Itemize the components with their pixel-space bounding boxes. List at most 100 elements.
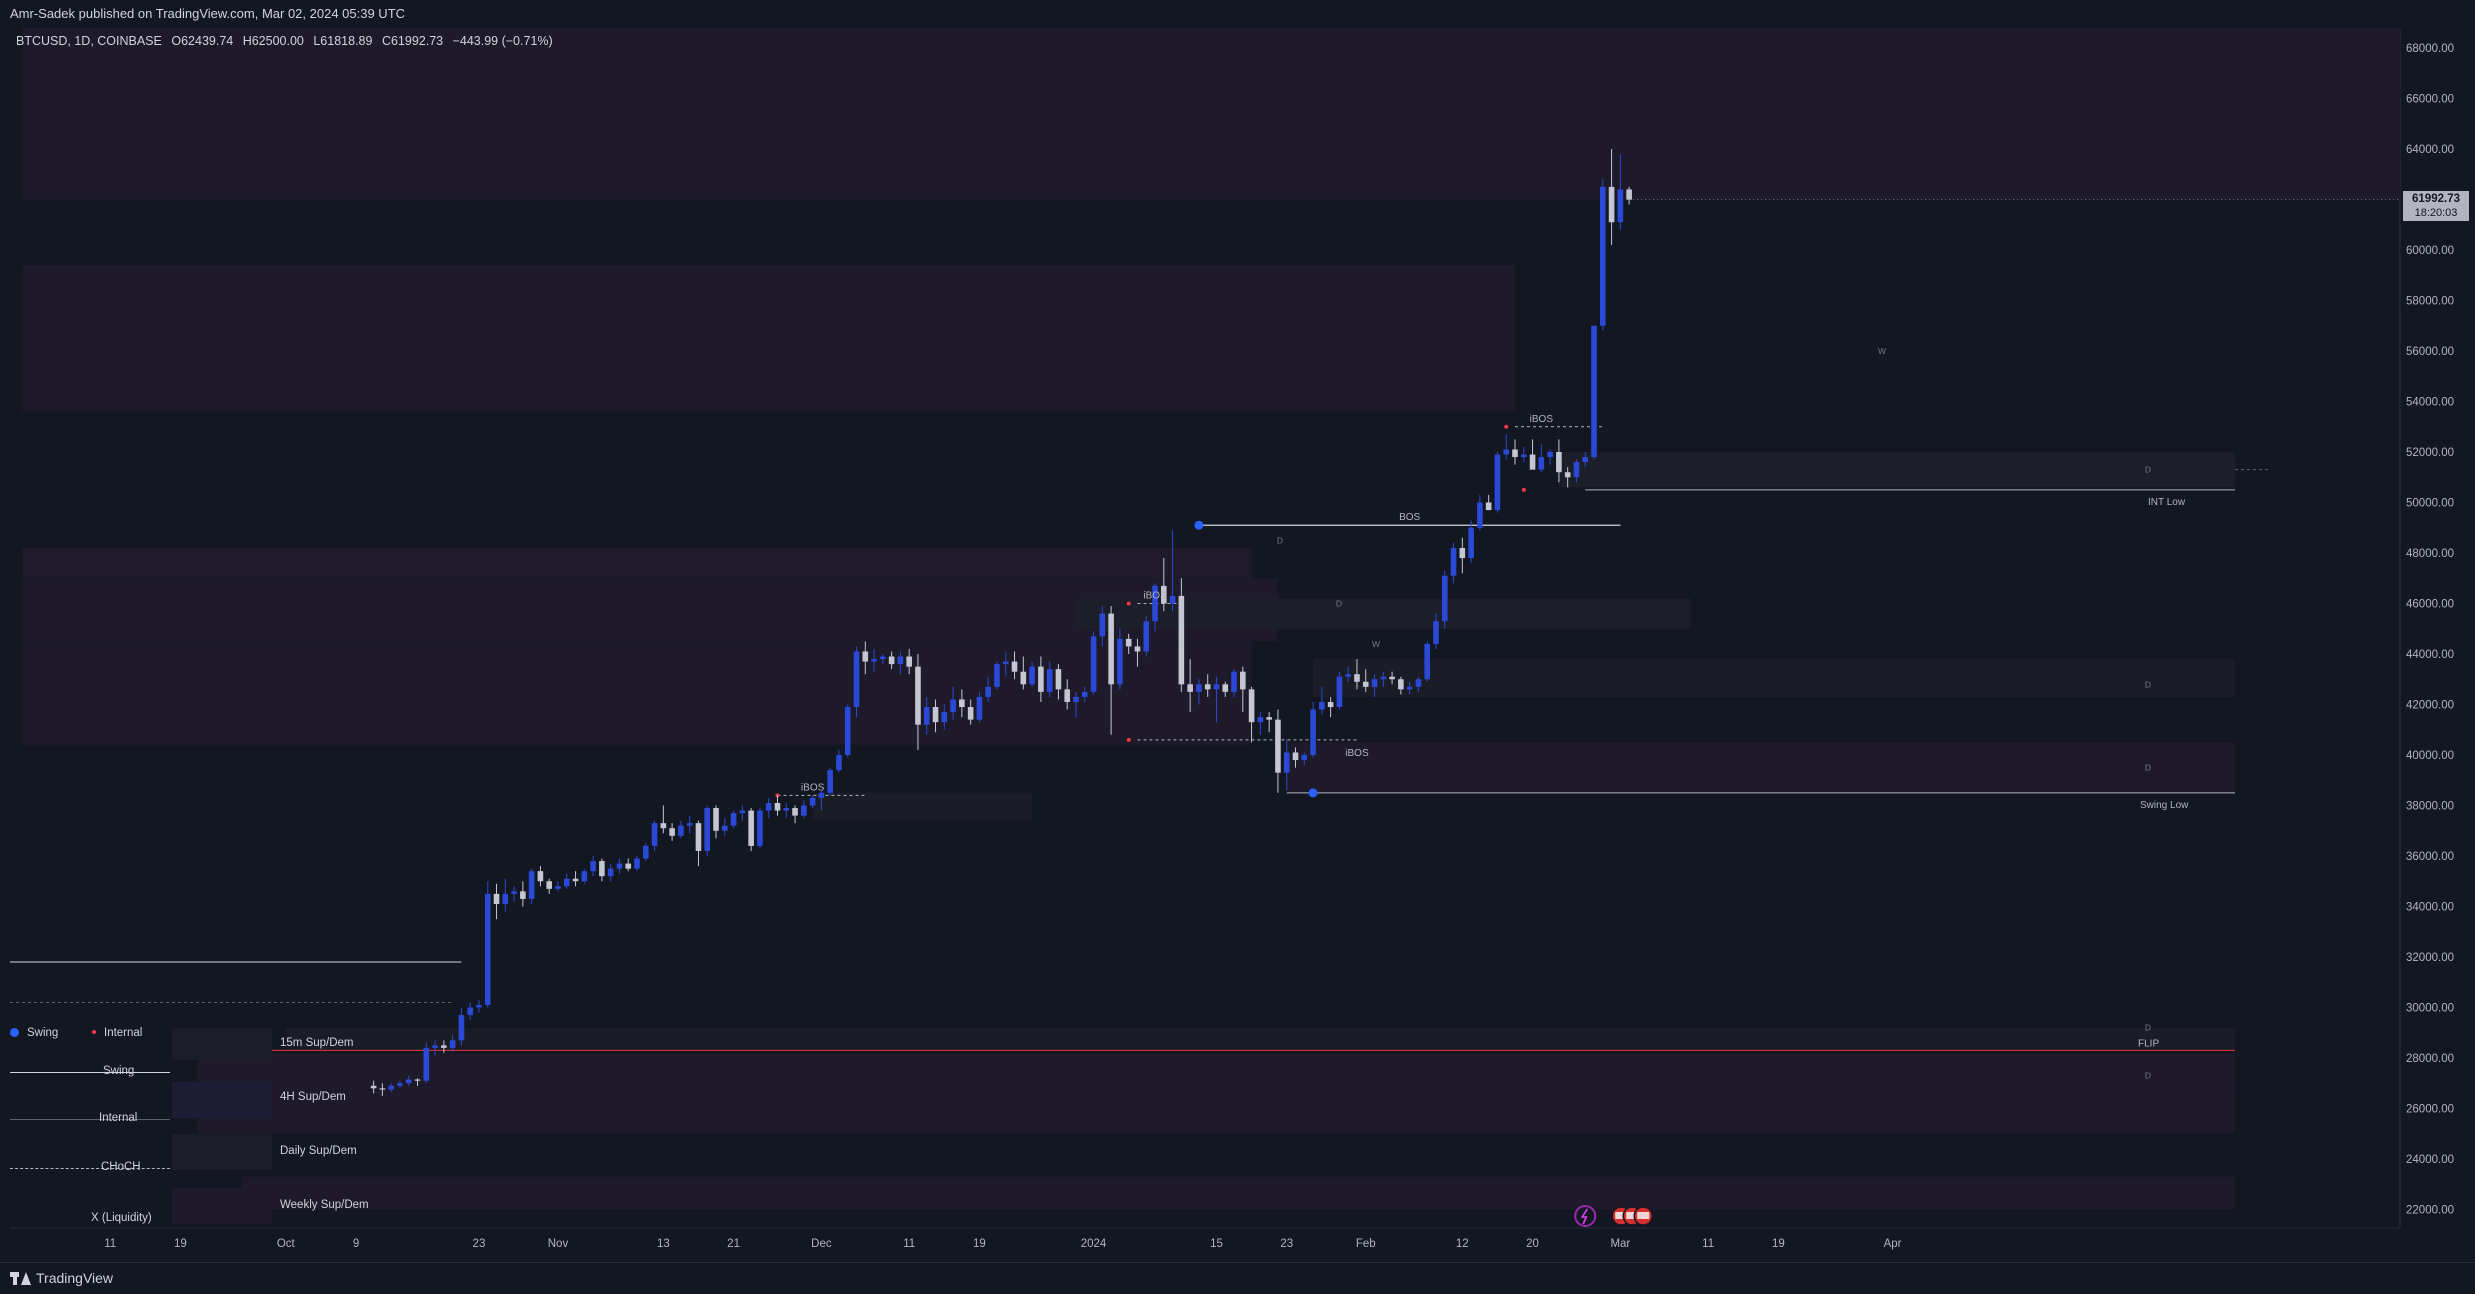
time-tick-label: 11: [903, 1238, 915, 1250]
candle: [502, 878, 509, 912]
candle: [1406, 681, 1413, 695]
candle: [1046, 661, 1053, 697]
candle-body: [1389, 676, 1395, 680]
candle: [1582, 452, 1589, 468]
price-tick-label: 24000.00: [2406, 1154, 2454, 1166]
legend-sd-weekly: Weekly Sup/Dem: [280, 1199, 369, 1211]
candle-body: [1002, 661, 1009, 665]
candle-body: [1494, 454, 1501, 511]
candle-body: [1117, 638, 1123, 685]
internal-line-sample: [10, 1119, 170, 1120]
price-tick-label: 32000.00: [2406, 952, 2454, 964]
candle: [572, 871, 579, 887]
price-tick-label: 52000.00: [2406, 447, 2454, 459]
symbol-name[interactable]: BTCUSD, 1D, COINBASE: [16, 34, 162, 48]
candle-body: [1090, 636, 1097, 692]
candle: [1073, 691, 1079, 718]
candle: [423, 1042, 430, 1084]
candle: [730, 810, 737, 829]
candle-body: [722, 825, 728, 831]
candle: [537, 866, 544, 887]
candle-body: [634, 858, 640, 869]
price-tick-label: 42000.00: [2406, 700, 2454, 712]
candle-body: [967, 707, 974, 720]
candle: [1125, 633, 1132, 654]
sd-weekly-swatch: [172, 1188, 272, 1224]
candle-body: [1468, 527, 1474, 559]
internal-point-dot-1: [1126, 737, 1131, 742]
candle-body: [783, 808, 790, 811]
candle: [1108, 606, 1114, 735]
supply-demand-zones: [10, 27, 2401, 1228]
candle: [520, 881, 526, 907]
candle-body: [1600, 186, 1606, 326]
candle: [1538, 444, 1545, 473]
candle: [1196, 679, 1202, 705]
internal-point-dot-3: [1504, 424, 1509, 429]
price-tick-label: 68000.00: [2406, 43, 2454, 55]
candle: [660, 805, 667, 834]
candle-body: [748, 810, 754, 846]
candle: [818, 790, 825, 811]
legend-internal: Internal: [92, 1027, 142, 1039]
candle-body: [1125, 638, 1132, 647]
candle: [1152, 583, 1158, 632]
candle-body: [1617, 189, 1624, 223]
candle-body: [678, 825, 684, 836]
publisher-bar: Amr-Sadek published on TradingView.com, …: [0, 0, 2475, 26]
candle-body: [844, 707, 851, 755]
candle-body: [1441, 575, 1448, 622]
candle-body: [441, 1045, 447, 1048]
market-structure-lines: [10, 199, 2400, 1051]
candlestick-series: [370, 149, 1632, 1096]
candle-body: [546, 881, 552, 889]
candle: [546, 878, 552, 894]
candle: [1169, 530, 1176, 612]
candle-body: [976, 696, 983, 720]
time-tick-label: 15: [1210, 1238, 1223, 1250]
internal-dot-icon: [92, 1030, 96, 1034]
candle-body: [1283, 752, 1290, 773]
candle: [1626, 186, 1632, 205]
candle: [932, 699, 939, 733]
candle-body: [1626, 189, 1632, 200]
candle: [563, 873, 570, 889]
candle: [1020, 656, 1027, 690]
price-tick-label: 56000.00: [2406, 346, 2454, 358]
bos-label: iBOS: [1345, 748, 1369, 759]
candle: [862, 641, 869, 675]
candle: [1240, 666, 1246, 713]
legend-swing-line: Swing: [103, 1065, 135, 1077]
candle-body: [555, 886, 561, 889]
tradingview-logo[interactable]: TradingView: [10, 1270, 113, 1286]
candle: [871, 648, 877, 672]
candle-body: [370, 1085, 377, 1089]
candle: [739, 805, 746, 821]
candle: [1090, 631, 1097, 695]
bos-label: iBOS: [801, 782, 825, 793]
candle: [1257, 712, 1264, 735]
price-tick-label: 48000.00: [2406, 548, 2454, 560]
candle: [844, 704, 851, 758]
candle: [1494, 452, 1501, 513]
time-tick-label: 11: [1702, 1238, 1714, 1250]
candle: [985, 676, 991, 702]
candle: [1134, 638, 1141, 667]
candle: [599, 858, 605, 882]
candle: [1345, 666, 1351, 682]
candle-body: [1406, 686, 1413, 690]
price-tick-label: 60000.00: [2406, 245, 2454, 257]
zone-10: [285, 1027, 2235, 1051]
candle: [1415, 676, 1422, 692]
candle: [1617, 154, 1624, 230]
candle-body: [1310, 709, 1316, 755]
candle: [449, 1035, 456, 1052]
candle: [695, 820, 702, 867]
candle: [967, 699, 974, 725]
candle: [722, 818, 728, 836]
candle-body: [669, 828, 675, 836]
candle: [1011, 651, 1018, 680]
candle-body: [836, 755, 842, 771]
candle-body: [397, 1083, 403, 1086]
